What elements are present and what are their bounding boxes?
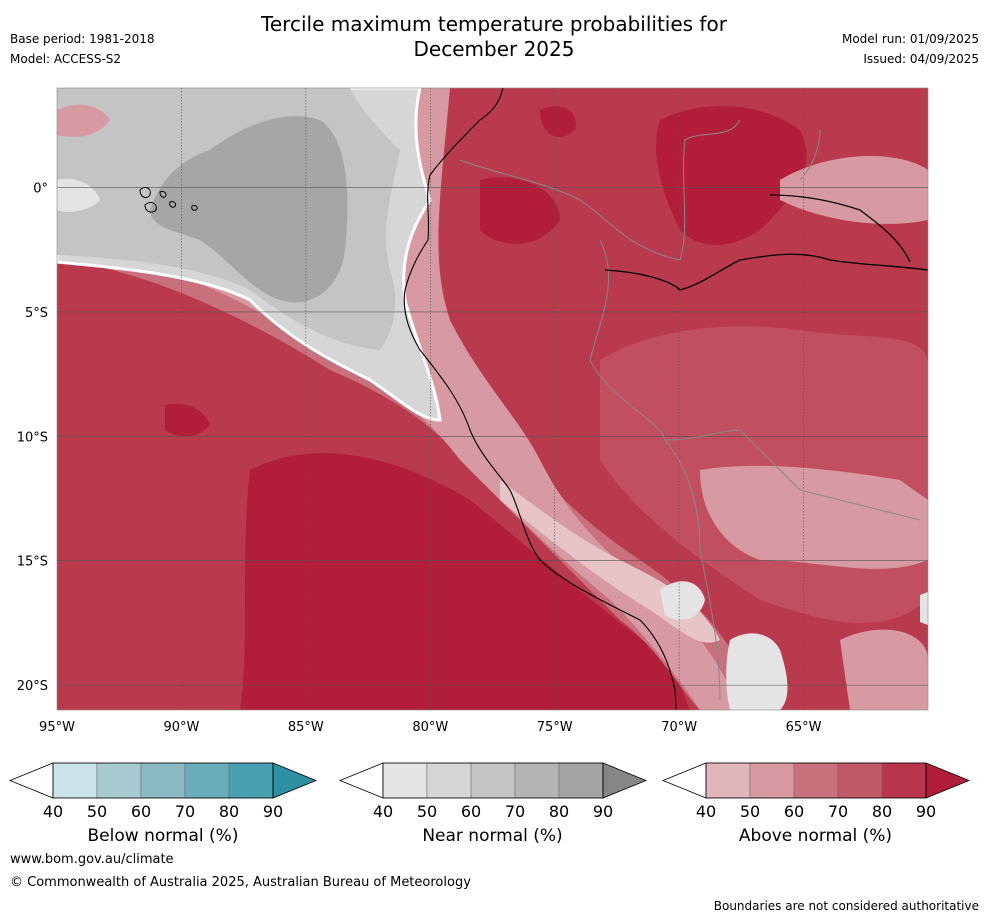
galapagos-islands [139,187,198,213]
colorbar-segment [52,762,98,799]
latitude-tick-label: 10°S [17,430,48,445]
field-above-50-land-east [780,156,928,224]
issued-date: Issued: 04/09/2025 [863,52,979,66]
colorbar-tick-label: 60 [461,802,481,821]
colorbar-segment [96,762,142,799]
colorbar-tick-label: 50 [87,802,107,821]
latitude-tick-label: 15°S [17,555,48,570]
field-above-50-land-southeast [840,629,928,710]
colorbar-segment [426,762,472,799]
longitude-tick-label: 85°W [288,720,324,735]
grid-lines [57,88,928,710]
latitude-tick-label: 0° [33,182,48,197]
colorbar-segment [749,762,795,799]
colorbar-segment [514,762,560,799]
colorbar-label-above: Above normal (%) [738,826,893,846]
field-above-90-ocean [240,453,690,710]
coastline [403,88,677,710]
latitude-tick-label: 5°S [25,306,48,321]
map-title: Tercile maximum temperature probabilitie… [0,12,988,62]
latitude-labels: 0° 5°S 10°S 15°S 20°S [17,182,48,695]
field-near-50 [57,178,100,212]
colorbar-tick-label: 40 [43,802,63,821]
colorbar-high-extension [925,762,971,799]
probability-map: 95°W 90°W 85°W 80°W 75°W 70°W 65°W 0° 5°S 10°S 15… [17,87,929,735]
colorbar-segment [470,762,516,799]
colorbar-segment [184,762,230,799]
field-above-90-land-north [656,106,807,245]
colorbar-segment [705,762,751,799]
longitude-tick-label: 90°W [163,720,199,735]
map-frame [56,87,929,711]
field-above-90-ocean-west [165,403,210,437]
colorbar-tick-label: 70 [505,802,525,821]
longitude-tick-label: 75°W [537,720,573,735]
map-fields [57,88,928,710]
meta-right: Model run: 01/09/2025 Issued: 04/09/2025 [842,29,979,69]
latitude-tick-label: 20°S [17,679,48,694]
colorbar-low-extension [8,762,54,799]
longitude-tick-label: 65°W [786,720,822,735]
colorbar-segment [382,762,428,799]
colorbar-segment [228,762,274,799]
colorbar-segment [837,762,883,799]
colorbar-tick-label: 90 [263,802,283,821]
website-link[interactable]: www.bom.gov.au/climate [10,852,174,867]
field-above-50-northwest [57,104,110,137]
longitude-tick-label: 95°W [39,720,75,735]
colorbar-below-normal: 40 50 60 70 80 90 [8,762,318,821]
colorbar-segment [140,762,186,799]
longitude-labels: 95°W 90°W 85°W 80°W 75°W 70°W 65°W [39,720,822,735]
colorbar-low-extension [661,762,707,799]
rivers [604,194,928,291]
colorbar-segment [558,762,604,799]
colorbar-tick-label: 90 [593,802,613,821]
model-name: Model: ACCESS-S2 [10,52,122,66]
colorbar-label-below: Below normal (%) [87,826,239,846]
colorbar-tick-label: 50 [740,802,760,821]
title-line-2: December 2025 [413,37,575,61]
colorbar-tick-label: 50 [417,802,437,821]
copyright-text: © Commonwealth of Australia 2025, Austra… [10,875,471,890]
field-below-threshold-east [920,592,928,625]
meta-left: Base period: 1981-2018 Model: ACCESS-S2 [10,29,155,69]
colorbar-above-normal: 40 50 60 70 80 90 [661,762,971,821]
colorbar-tick-label: 60 [131,802,151,821]
model-run: Model run: 01/09/2025 [841,32,979,46]
field-above-90-land-amazon [480,177,560,244]
colorbar-outline [382,762,604,799]
colorbar-segment [793,762,839,799]
longitude-tick-label: 80°W [412,720,448,735]
colorbar-tick-label: 80 [872,802,892,821]
colorbar-label-near: Near normal (%) [422,826,563,846]
longitude-tick-label: 70°W [661,720,697,735]
colorbar-low-extension [338,762,384,799]
colorbar-segment [881,762,927,799]
field-below-threshold-lake [660,581,705,620]
base-period: Base period: 1981-2018 [10,32,155,46]
colorbar-outline [705,762,927,799]
colorbar-tick-label: 40 [373,802,393,821]
colorbar-tick-label: 80 [549,802,569,821]
field-above-50-land-south [700,465,928,569]
field-below-threshold-south [726,633,788,710]
colorbar-tick-label: 80 [219,802,239,821]
colorbar-near-normal: 40 50 60 70 80 90 [338,762,648,821]
country-borders [459,119,921,701]
colorbar-tick-label: 90 [916,802,936,821]
colorbar-tick-label: 60 [784,802,804,821]
colorbar-tick-label: 70 [175,802,195,821]
colorbar-tick-label: 70 [828,802,848,821]
colorbar-outline [52,762,274,799]
field-above-90-land-northeast [540,106,576,138]
colorbars: 40 50 60 70 80 90 40 50 60 70 80 90 40 50 60 70 80 90 [8,762,971,821]
boundaries-disclaimer: Boundaries are not considered authoritat… [713,899,979,913]
field-near-80 [150,116,348,303]
title-line-1: Tercile maximum temperature probabilitie… [261,12,727,36]
colorbar-tick-label: 40 [696,802,716,821]
colorbar-high-extension [272,762,318,799]
colorbar-high-extension [602,762,648,799]
